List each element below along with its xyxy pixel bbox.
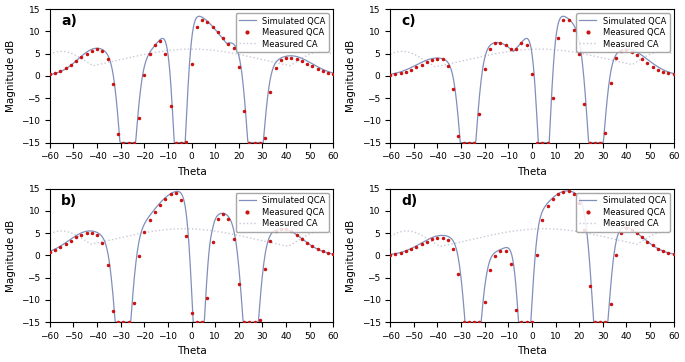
Text: d): d) <box>401 194 418 208</box>
Y-axis label: Magnitude dB: Magnitude dB <box>5 219 16 291</box>
Legend: Simulated QCA, Measured QCA, Measured CA: Simulated QCA, Measured QCA, Measured CA <box>576 193 669 232</box>
Legend: Simulated QCA, Measured QCA, Measured CA: Simulated QCA, Measured QCA, Measured CA <box>236 13 329 52</box>
Legend: Simulated QCA, Measured QCA, Measured CA: Simulated QCA, Measured QCA, Measured CA <box>236 193 329 232</box>
Y-axis label: Magnitude dB: Magnitude dB <box>5 40 16 112</box>
Legend: Simulated QCA, Measured QCA, Measured CA: Simulated QCA, Measured QCA, Measured CA <box>576 13 669 52</box>
X-axis label: Theta: Theta <box>517 167 547 177</box>
Text: b): b) <box>61 194 77 208</box>
X-axis label: Theta: Theta <box>517 346 547 357</box>
Y-axis label: Magnitude dB: Magnitude dB <box>346 219 356 291</box>
Y-axis label: Magnitude dB: Magnitude dB <box>346 40 356 112</box>
Text: c): c) <box>401 14 416 28</box>
X-axis label: Theta: Theta <box>177 346 206 357</box>
X-axis label: Theta: Theta <box>177 167 206 177</box>
Text: a): a) <box>61 14 77 28</box>
